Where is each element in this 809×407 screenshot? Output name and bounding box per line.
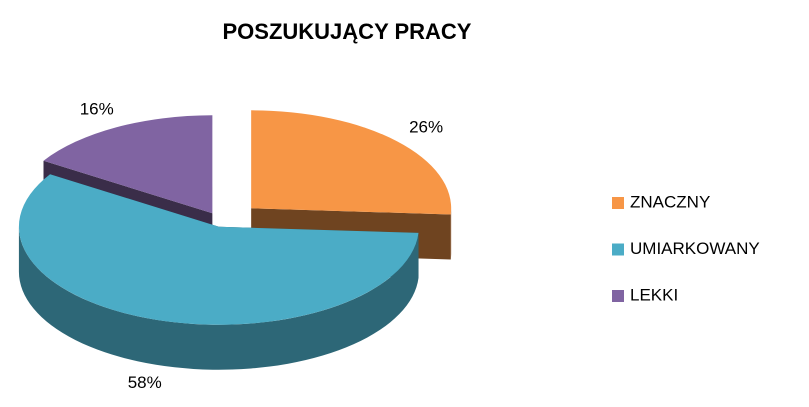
data-label: 26%	[409, 117, 443, 136]
legend-label: ZNACZNY	[630, 192, 710, 211]
legend-label: UMIARKOWANY	[630, 239, 760, 258]
legend-swatch	[612, 243, 624, 256]
data-label: 58%	[128, 373, 162, 392]
slice	[18, 174, 419, 325]
legend-label: LEKKI	[630, 285, 678, 304]
slice-wall	[18, 226, 419, 370]
slice	[251, 110, 452, 215]
legend-swatch	[612, 290, 624, 302]
legend-swatch	[612, 197, 624, 209]
slice	[43, 115, 213, 214]
chart-title: POSZUKUJĄCY PRACY	[223, 19, 472, 44]
data-label: 16%	[80, 100, 114, 119]
